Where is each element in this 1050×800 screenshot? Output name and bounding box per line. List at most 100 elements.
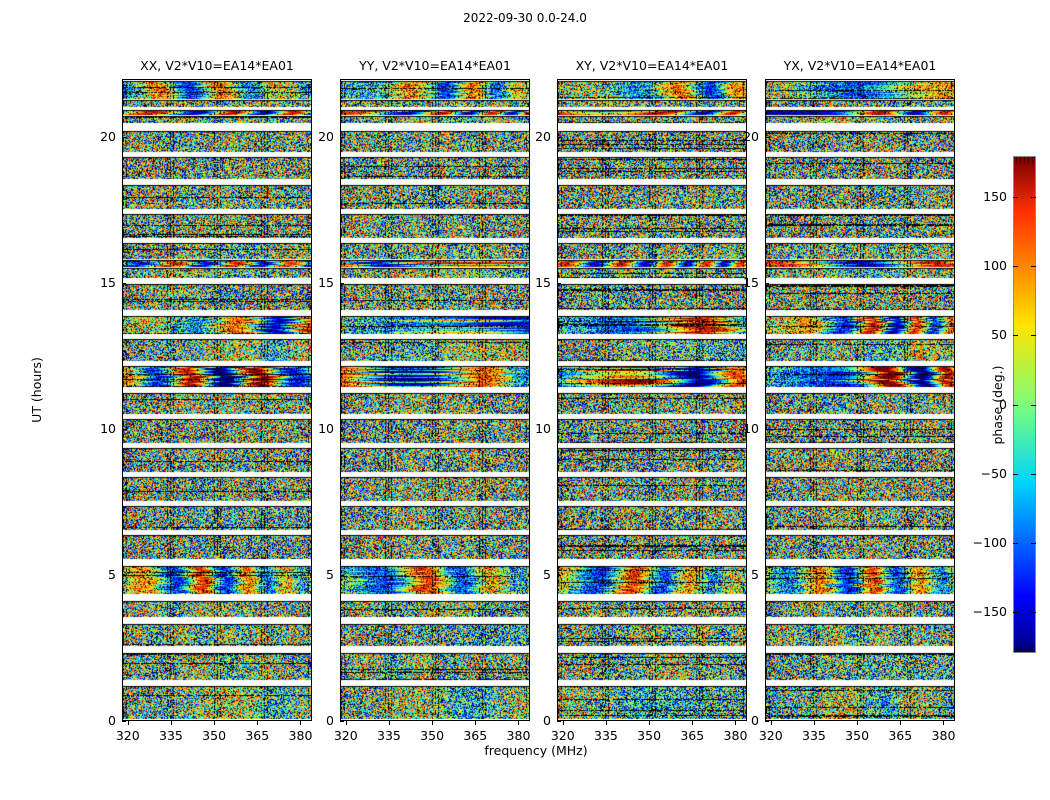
colorbar-tickmark: [1031, 474, 1036, 475]
colorbar-tick-label: −100: [972, 534, 1007, 550]
x-tickmark: [518, 721, 519, 725]
y-tick-label: 5: [326, 567, 334, 583]
y-tick-label: 5: [543, 567, 551, 583]
y-tickmark: [122, 137, 126, 138]
y-tick-label: 15: [100, 275, 116, 291]
colorbar-tickmark: [1031, 543, 1036, 544]
y-tickmark: [557, 137, 561, 138]
x-tickmark: [300, 721, 301, 725]
colorbar-tickmark: [1013, 197, 1018, 198]
x-tickmark: [943, 721, 944, 725]
colorbar-tickmark: [1031, 405, 1036, 406]
y-tick-label: 15: [318, 275, 334, 291]
heatmap-panel-yy[interactable]: [340, 79, 530, 721]
x-tickmark: [475, 721, 476, 725]
x-tick-label: 380: [931, 728, 956, 743]
colorbar-tickmark: [1031, 266, 1036, 267]
x-tick-label: 350: [845, 728, 870, 743]
x-tickmark: [346, 721, 347, 725]
heatmap-panel-yx[interactable]: [765, 79, 955, 721]
y-tick-label: 15: [535, 275, 551, 291]
x-tickmark: [692, 721, 693, 725]
x-tick-label: 335: [377, 728, 401, 743]
x-tickmark: [563, 721, 564, 725]
y-tickmark: [122, 429, 126, 430]
x-tickmark: [389, 721, 390, 725]
x-tick-label: 320: [115, 728, 140, 743]
y-tickmark: [557, 575, 561, 576]
y-tickmark: [122, 283, 126, 284]
y-tick-label: 10: [318, 421, 334, 437]
y-tickmark: [765, 137, 769, 138]
x-tick-label: 380: [288, 728, 313, 743]
colorbar-tickmark: [1013, 612, 1018, 613]
heatmap-image-yy: [341, 80, 529, 720]
x-tick-label: 380: [506, 728, 531, 743]
y-tickmark: [765, 575, 769, 576]
panel-title-yy: YY, V2*V10=EA14*EA01: [359, 58, 511, 73]
heatmap-image-xy: [558, 80, 746, 720]
heatmap-image-xx: [123, 80, 311, 720]
heatmap-panel-xy[interactable]: [557, 79, 747, 721]
panel-title-yx: YX, V2*V10=EA14*EA01: [783, 58, 937, 73]
x-tickmark: [128, 721, 129, 725]
colorbar-tickmark: [1013, 405, 1018, 406]
colorbar[interactable]: [1013, 156, 1036, 653]
heatmap-panel-xx[interactable]: [122, 79, 312, 721]
y-tickmark: [765, 429, 769, 430]
colorbar-tickmark: [1031, 197, 1036, 198]
y-tickmark: [557, 283, 561, 284]
x-tickmark: [257, 721, 258, 725]
x-tick-label: 350: [202, 728, 227, 743]
x-tick-label: 350: [637, 728, 662, 743]
y-tickmark: [765, 283, 769, 284]
colorbar-gradient: [1014, 157, 1035, 652]
colorbar-tickmark: [1031, 612, 1036, 613]
x-tickmark: [857, 721, 858, 725]
y-tick-label: 0: [543, 713, 551, 728]
y-tickmark: [557, 429, 561, 430]
x-tick-label: 335: [594, 728, 618, 743]
x-tick-label: 365: [245, 728, 270, 743]
y-tick-label: 0: [751, 713, 759, 728]
y-tick-label: 20: [743, 129, 759, 145]
colorbar-tickmark: [1031, 335, 1036, 336]
y-tickmark: [340, 137, 344, 138]
y-tickmark: [340, 283, 344, 284]
y-tick-label: 20: [535, 129, 551, 145]
colorbar-tickmark: [1013, 474, 1018, 475]
colorbar-tick-label: −50: [980, 465, 1007, 481]
colorbar-tickmark: [1013, 335, 1018, 336]
x-tick-label: 320: [758, 728, 783, 743]
y-tick-label: 0: [108, 713, 116, 728]
figure-suptitle: 2022-09-30 0.0-24.0: [463, 11, 587, 25]
colorbar-tick-label: 50: [991, 327, 1007, 343]
colorbar-tick-label: 150: [983, 189, 1007, 205]
x-tick-label: 365: [463, 728, 488, 743]
y-tick-label: 10: [100, 421, 116, 437]
y-tickmark: [340, 721, 344, 722]
y-tickmark: [557, 721, 561, 722]
x-tickmark: [214, 721, 215, 725]
colorbar-tick-label: −150: [972, 603, 1007, 619]
y-tick-label: 0: [326, 713, 334, 728]
colorbar-tickmark: [1013, 543, 1018, 544]
colorbar-tick-label: 0: [999, 396, 1007, 412]
y-tickmark: [765, 721, 769, 722]
x-tick-label: 380: [723, 728, 748, 743]
x-tickmark: [649, 721, 650, 725]
colorbar-tick-label: 100: [983, 258, 1007, 274]
x-tick-label: 335: [802, 728, 826, 743]
x-tickmark: [432, 721, 433, 725]
y-tick-label: 5: [751, 567, 759, 583]
x-tickmark: [735, 721, 736, 725]
x-axis-label: frequency (MHz): [484, 743, 588, 758]
y-tickmark: [122, 575, 126, 576]
y-tickmark: [122, 721, 126, 722]
x-tick-label: 320: [550, 728, 575, 743]
x-tickmark: [900, 721, 901, 725]
x-tickmark: [171, 721, 172, 725]
colorbar-tickmark: [1013, 266, 1018, 267]
panel-title-xy: XY, V2*V10=EA14*EA01: [575, 58, 729, 73]
